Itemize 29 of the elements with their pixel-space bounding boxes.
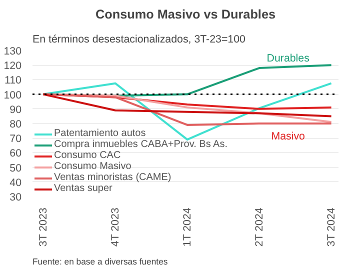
y-tick-label: 30 — [10, 192, 22, 204]
y-tick-label: 100 — [4, 89, 22, 102]
chart-title: Consumo Masivo vs Durables — [95, 8, 276, 22]
legend-label: Ventas minoristas (CAME) — [54, 172, 172, 183]
x-tick-label: 2T 2024 — [253, 208, 266, 247]
y-tick-label: 90 — [10, 104, 22, 116]
y-tick-label: 40 — [10, 176, 22, 189]
annotation: Durables — [266, 52, 310, 65]
x-tick-label: 4T 2023 — [109, 208, 122, 247]
y-tick-label: 120 — [4, 60, 22, 72]
y-tick-label: 60 — [10, 148, 22, 160]
legend-label: Consumo Masivo — [54, 161, 132, 172]
y-tick-label: 130 — [4, 46, 22, 58]
annotation: Masivo — [271, 130, 306, 143]
source-note: Fuente: en base a diversas fuentes — [32, 256, 168, 266]
legend-label: Consumo CAC — [54, 150, 121, 161]
legend-label: Ventas super — [54, 183, 112, 194]
x-tick-label: 1T 2024 — [181, 208, 194, 247]
y-tick-label: 80 — [10, 118, 22, 130]
y-tick-label: 110 — [4, 74, 22, 87]
line-series — [42, 93, 332, 118]
x-tick-label: 3T 2024 — [325, 208, 338, 247]
chart-subtitle: En términos desestacionalizados, 3T-23=100 — [32, 34, 246, 46]
line-series — [42, 82, 332, 141]
legend-label: Compra inmuebles CABA+Prov. Bs As. — [54, 139, 228, 150]
legend-label: Patentamiento autos — [54, 128, 146, 139]
x-tick-label: 3T 2023 — [37, 208, 50, 247]
y-tick-label: 70 — [10, 133, 22, 146]
y-tick-label: 50 — [10, 162, 22, 174]
